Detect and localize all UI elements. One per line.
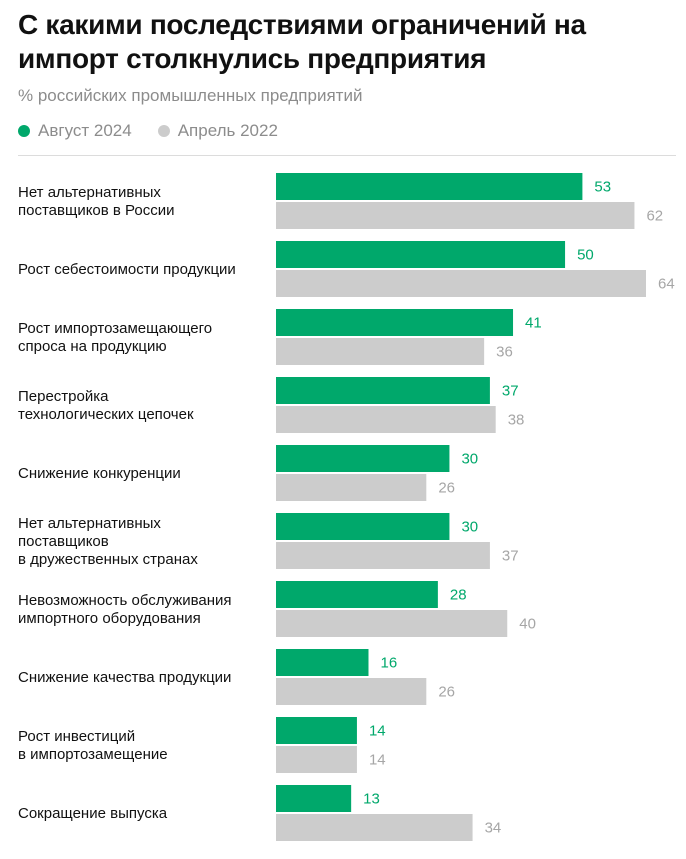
bar-april-2022 [276, 678, 427, 705]
legend-label-april-2022: Апрель 2022 [177, 121, 278, 140]
bar-april-2022 [276, 542, 490, 569]
legend: Август 2024 Апрель 2022 [18, 120, 304, 142]
bar-april-2022 [276, 406, 496, 433]
value-label-august-2024: 28 [450, 587, 467, 604]
header-divider [18, 155, 676, 156]
value-label-august-2024: 14 [369, 723, 386, 740]
bar-august-2024 [276, 377, 490, 404]
bar-april-2022 [276, 814, 473, 841]
bar-april-2022 [276, 202, 635, 229]
legend-item-april-2022: Апрель 2022 [157, 121, 278, 141]
bar-april-2022 [276, 610, 508, 637]
value-label-august-2024: 16 [381, 655, 398, 672]
value-label-august-2024: 13 [363, 791, 380, 808]
value-label-april-2022: 14 [369, 752, 386, 769]
bar-april-2022 [276, 338, 485, 365]
value-label-april-2022: 64 [658, 276, 675, 293]
category-label: Рост себестоимости продукции [18, 261, 236, 278]
value-label-april-2022: 26 [438, 480, 455, 497]
category-label: Невозможность обслуживания импортного обо… [18, 592, 232, 627]
value-label-august-2024: 37 [502, 383, 519, 400]
legend-swatch-gray [157, 125, 170, 137]
value-label-april-2022: 37 [502, 548, 519, 565]
value-label-april-2022: 34 [485, 820, 502, 837]
bar-april-2022 [276, 746, 357, 773]
category-label: Перестройка технологических цепочек [18, 388, 194, 423]
bar-august-2024 [276, 309, 514, 336]
category-label: Нет альтернативных поставщиков в России [18, 184, 175, 219]
legend-swatch-green [18, 125, 30, 137]
bar-august-2024 [276, 785, 352, 812]
value-label-august-2024: 53 [594, 179, 611, 196]
category-label: Снижение конкуренции [18, 465, 181, 482]
value-label-august-2024: 41 [525, 315, 542, 332]
bar-august-2024 [276, 445, 450, 472]
bar-august-2024 [276, 581, 438, 608]
value-label-april-2022: 62 [646, 208, 663, 225]
bar-april-2022 [276, 474, 427, 501]
value-label-april-2022: 38 [508, 412, 525, 429]
bar-august-2024 [276, 717, 357, 744]
category-label: Нет альтернативных поставщиков в дружестве… [18, 515, 198, 568]
category-label: Сокращение выпуска [18, 805, 168, 822]
bar-august-2024 [276, 649, 369, 676]
bar-august-2024 [276, 241, 566, 268]
category-label: Снижение качества продукции [18, 669, 231, 686]
value-label-august-2024: 50 [577, 247, 594, 264]
chart-title: С какими последствиями ограничений на им… [18, 9, 586, 74]
value-label-april-2022: 26 [438, 684, 455, 701]
legend-item-august-2024: Август 2024 [18, 121, 132, 141]
category-label: Рост импортозамещающего спроса на продукц… [18, 320, 212, 355]
value-label-august-2024: 30 [461, 519, 478, 536]
bar-april-2022 [276, 270, 646, 297]
legend-label-august-2024: Август 2024 [38, 121, 132, 140]
chart-subtitle: % российских промышленных предприятий [18, 86, 363, 105]
bar-august-2024 [276, 173, 583, 200]
bar-august-2024 [276, 513, 450, 540]
category-label: Рост инвестиций в импортозамещение [18, 728, 168, 763]
value-label-april-2022: 40 [519, 616, 536, 633]
value-label-april-2022: 36 [496, 344, 513, 361]
value-label-august-2024: 30 [461, 451, 478, 468]
